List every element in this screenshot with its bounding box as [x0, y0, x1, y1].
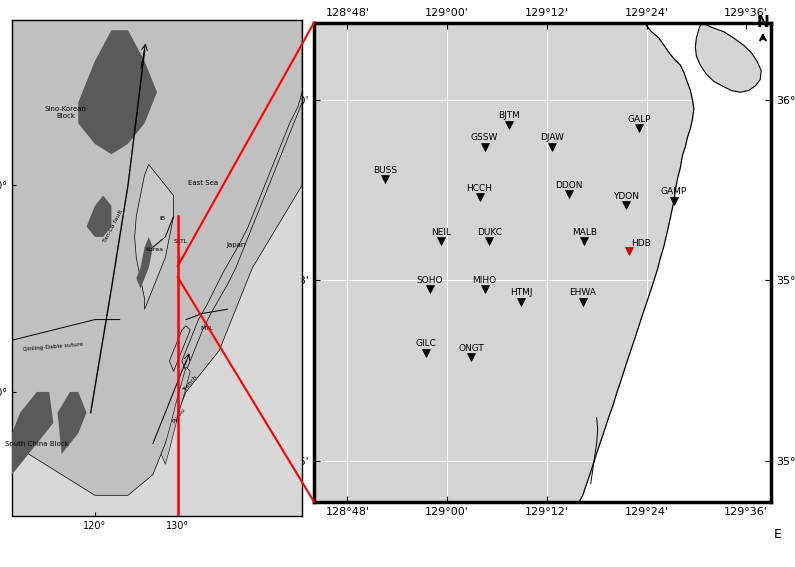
Polygon shape	[182, 92, 302, 371]
Text: HDB: HDB	[631, 239, 651, 248]
Text: DJAW: DJAW	[540, 133, 564, 142]
Polygon shape	[169, 326, 190, 371]
Text: N: N	[757, 15, 770, 30]
Text: Tan-Lu fault: Tan-Lu fault	[103, 209, 124, 244]
Polygon shape	[12, 392, 53, 475]
Polygon shape	[696, 23, 761, 92]
Text: Korea: Korea	[145, 247, 164, 252]
Polygon shape	[580, 23, 771, 502]
Text: IB: IB	[160, 217, 166, 221]
Polygon shape	[57, 392, 87, 454]
Polygon shape	[87, 196, 111, 237]
Text: HCCH: HCCH	[467, 184, 493, 193]
Text: Trench: Trench	[182, 375, 198, 393]
Text: ONGT: ONGT	[458, 344, 484, 353]
Text: NEIL: NEIL	[431, 228, 451, 237]
Polygon shape	[134, 164, 173, 309]
Text: DUKC: DUKC	[477, 228, 502, 237]
Text: SOHO: SOHO	[417, 276, 443, 285]
Text: Qinling-Dabie suture: Qinling-Dabie suture	[23, 341, 83, 352]
Text: South China Block: South China Block	[5, 441, 68, 447]
Text: GAMP: GAMP	[661, 187, 687, 196]
Text: BUSS: BUSS	[373, 166, 397, 175]
Text: East Sea: East Sea	[188, 180, 218, 186]
Text: MTL: MTL	[200, 326, 213, 331]
Polygon shape	[12, 20, 302, 496]
Text: GILC: GILC	[416, 339, 436, 348]
Text: Japan: Japan	[226, 242, 246, 248]
Polygon shape	[161, 367, 190, 464]
Text: EHWA: EHWA	[569, 289, 596, 298]
Text: SKTL: SKTL	[173, 239, 188, 244]
Text: BJTM: BJTM	[498, 111, 521, 120]
Text: Sino-Korean
Block: Sino-Korean Block	[45, 107, 87, 120]
Text: MIHO: MIHO	[472, 276, 497, 285]
Text: YDON: YDON	[613, 192, 638, 201]
Text: DDON: DDON	[556, 181, 583, 190]
Polygon shape	[136, 237, 153, 289]
Text: HTMJ: HTMJ	[510, 289, 532, 298]
Text: E: E	[774, 528, 781, 541]
Polygon shape	[78, 30, 157, 154]
Text: MALB: MALB	[572, 228, 597, 237]
Text: Ryoku: Ryoku	[172, 407, 187, 424]
Text: GSSW: GSSW	[471, 133, 498, 142]
Text: GALP: GALP	[627, 115, 651, 124]
